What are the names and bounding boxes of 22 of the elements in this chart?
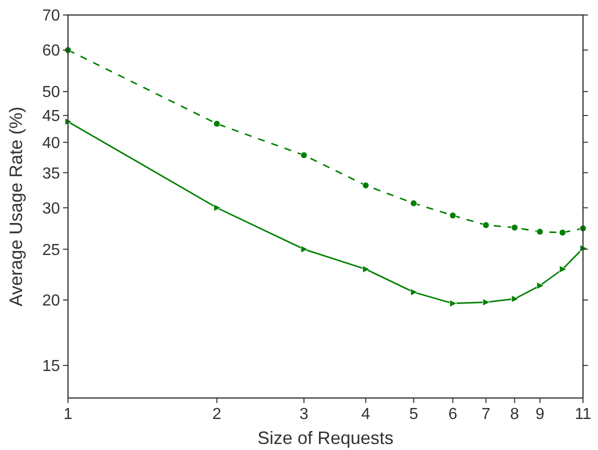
y-tick-label: 70	[42, 8, 60, 25]
x-tick-label: 6	[448, 406, 458, 423]
y-axis-title: Average Usage Rate (%)	[6, 106, 26, 306]
y-tick-label: 60	[42, 42, 60, 60]
y-tick-label: 40	[42, 134, 60, 152]
x-tick-label: 2	[212, 406, 222, 423]
x-tick-label: 5	[409, 406, 418, 423]
x-tick-label: 3	[300, 406, 308, 423]
y-tick-label: 30	[42, 200, 60, 218]
x-tick-label: 1	[64, 406, 73, 423]
x-tick-label: 8	[510, 406, 520, 423]
x-tick-label: 7	[481, 406, 490, 423]
y-tick-label: 15	[42, 358, 60, 376]
y-tick-label: 35	[42, 165, 60, 182]
x-tick-label: 11	[574, 406, 592, 423]
x-axis-title: Size of Requests	[257, 428, 394, 448]
y-tick-label: 20	[42, 292, 60, 310]
y-tick-label: 45	[42, 108, 60, 126]
y-tick-label: 25	[42, 242, 60, 259]
x-tick-label: 9	[535, 406, 544, 423]
y-tick-label: 50	[42, 84, 60, 102]
x-tick-label: 4	[361, 406, 370, 423]
